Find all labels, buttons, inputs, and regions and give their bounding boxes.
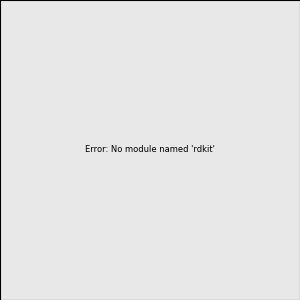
Text: Error: No module named 'rdkit': Error: No module named 'rdkit' xyxy=(85,146,215,154)
